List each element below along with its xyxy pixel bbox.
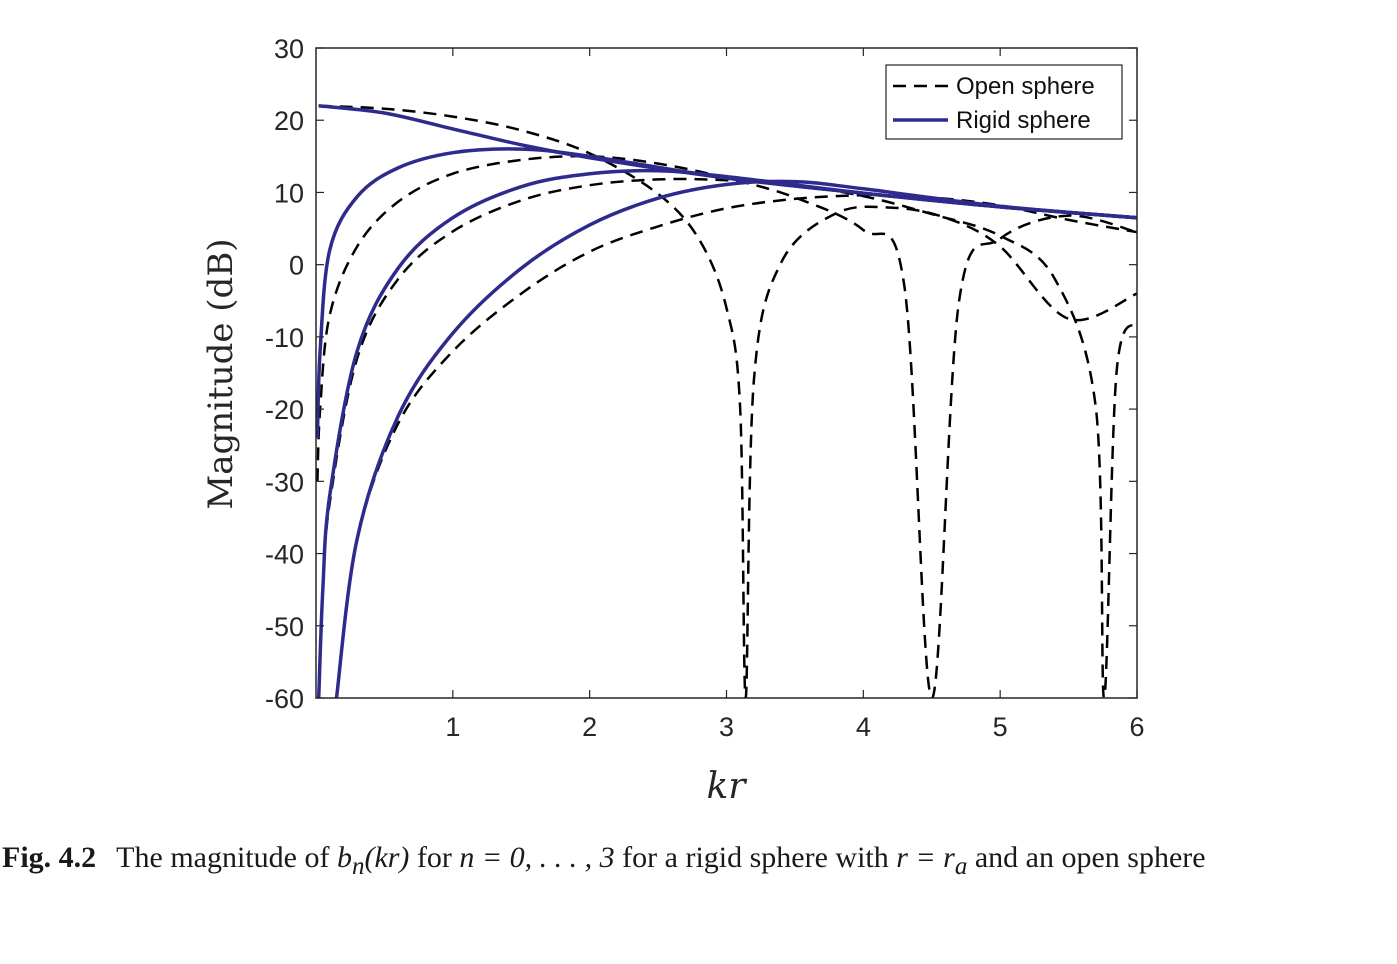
caption-bn-subscript: n [351,853,365,880]
figure-caption: Fig. 4.2 The magnitude of bn(kr) for n = … [2,838,1392,887]
y-tick-label: -10 [265,323,304,353]
rigid-sphere-curve-n3 [334,179,1137,698]
legend-box [885,64,1123,140]
caption-text-1: The magnitude of [116,841,337,874]
figure-label: Fig. 4.2 [2,841,97,874]
caption-n-range: n = 0, . . . , 3 [459,841,615,874]
x-tick-label: 4 [856,712,871,742]
y-tick-label: -20 [265,395,304,425]
caption-argument: (kr) [364,841,410,874]
caption-bn: b [336,841,352,874]
y-tick-label: -30 [265,467,304,497]
legend-open-sphere-label: Open sphere [956,73,1095,100]
y-axis-label: Magnitude (dB) [201,238,241,509]
x-tick-label: 1 [445,712,460,742]
x-tick-label: 5 [993,712,1008,742]
caption-text-3: for a rigid sphere with [614,841,897,874]
open-sphere-curve-n1 [316,154,1137,698]
x-tick-labels: 1 2 3 4 5 6 [445,712,1144,742]
caption-ra-subscript: a [954,853,968,880]
x-tick-label: 6 [1129,712,1144,742]
caption-r-equation: r = r [896,841,955,874]
y-tick-label: 0 [289,251,304,281]
y-tick-label: -40 [265,540,304,570]
rigid-sphere-curve-n2 [316,168,1137,698]
legend-rigid-sphere-label: Rigid sphere [956,107,1091,134]
caption-text-2: for [409,841,460,874]
open-sphere-curve-n2 [317,177,1137,698]
x-axis-label: kr [706,766,747,807]
y-tick-label: 10 [274,178,304,208]
y-tick-label: -50 [265,612,304,642]
y-tick-label: 30 [274,34,304,64]
tick-marks [316,47,1138,699]
curves-layer [316,104,1137,698]
y-tick-label: -60 [265,684,304,714]
x-tick-label: 3 [719,712,734,742]
open-sphere-curve-n0 [318,104,1137,698]
x-tick-label: 2 [582,712,597,742]
plot-area [316,48,1137,698]
y-tick-label: 20 [274,106,304,136]
caption-text-4: and an open sphere [967,841,1206,874]
legend: Open sphere Rigid sphere [885,64,1123,140]
y-tick-labels: 30 20 10 0 -10 -20 -30 -40 -50 -60 [265,34,304,714]
bn-magnitude-chart: 1 2 3 4 5 6 30 20 10 0 -10 -20 -30 -40 -50 -60 Magnitu… [201,34,1145,807]
